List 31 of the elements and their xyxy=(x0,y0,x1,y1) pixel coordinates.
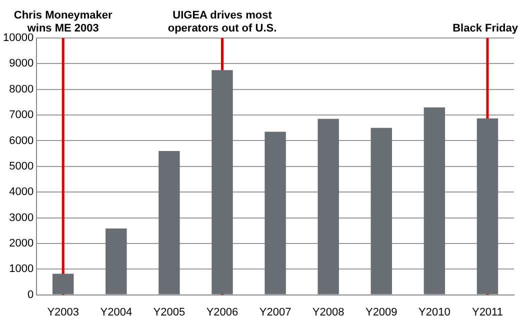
bar xyxy=(212,70,233,294)
y-tick-label: 9000 xyxy=(9,58,34,70)
bar xyxy=(158,150,180,294)
y-tick-label: 7000 xyxy=(9,109,34,122)
ref-line-label: UIGEA drives most operators out of U.S. xyxy=(168,10,277,35)
bar xyxy=(476,118,498,294)
x-tick-label: Y2003 xyxy=(47,306,80,318)
x-tick-label: Y2009 xyxy=(365,306,398,318)
x-tick-label: Y2006 xyxy=(206,306,238,318)
y-tick-label: 6000 xyxy=(9,134,34,147)
y-tick-label: 1000 xyxy=(9,263,34,276)
bar xyxy=(318,118,339,294)
bar xyxy=(370,128,392,294)
y-tick-label: 8000 xyxy=(9,83,34,96)
ref-line-label: Black Friday xyxy=(452,22,519,35)
bar xyxy=(424,107,446,294)
y-tick-label: 4000 xyxy=(9,186,34,198)
x-tick-label: Y2010 xyxy=(418,306,450,318)
y-tick-label: 2000 xyxy=(9,237,34,250)
x-tick-label: Y2005 xyxy=(153,306,186,318)
y-tick-label: 10000 xyxy=(2,32,34,44)
bar xyxy=(52,274,74,294)
bar xyxy=(106,228,127,294)
x-tick-label: Y2008 xyxy=(312,306,344,318)
x-tick-label: Y2004 xyxy=(100,306,132,318)
y-tick-label: 0 xyxy=(27,288,34,301)
y-tick-label: 5000 xyxy=(9,160,34,172)
x-tick-label: Y2011 xyxy=(472,306,503,318)
x-tick-label: Y2007 xyxy=(259,306,292,318)
y-tick-label: 3000 xyxy=(9,212,34,224)
bar xyxy=(264,132,286,294)
